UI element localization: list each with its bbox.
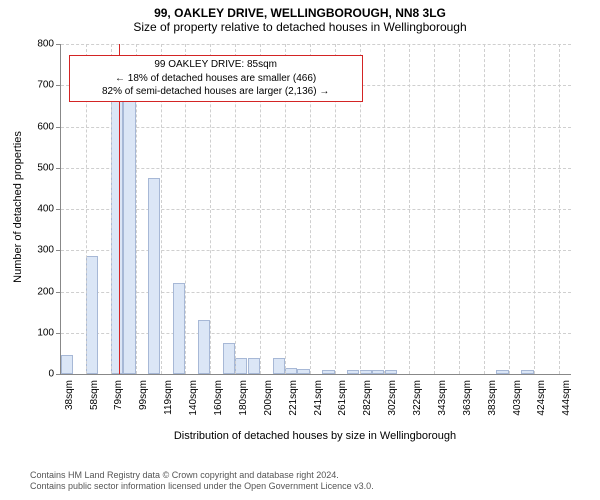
- plot-area: 99 OAKLEY DRIVE: 85sqm← 18% of detached …: [60, 44, 571, 375]
- ytick-mark: [56, 292, 61, 293]
- ytick-mark: [56, 85, 61, 86]
- gridline-horizontal: [61, 209, 571, 210]
- chart-subtitle: Size of property relative to detached ho…: [0, 20, 600, 34]
- ytick-mark: [56, 374, 61, 375]
- histogram-bar: [173, 283, 185, 374]
- xtick-label: 38sqm: [64, 380, 75, 410]
- xtick-label: 424sqm: [536, 380, 547, 416]
- gridline-horizontal: [61, 168, 571, 169]
- xtick-label: 241sqm: [313, 380, 324, 416]
- xtick-label: 363sqm: [462, 380, 473, 416]
- histogram-bar: [223, 343, 235, 374]
- histogram-bar: [61, 355, 73, 374]
- xtick-label: 221sqm: [288, 380, 299, 416]
- ytick-label: 200: [0, 286, 54, 297]
- histogram-bar: [235, 358, 247, 375]
- gridline-horizontal: [61, 292, 571, 293]
- footer-line-1: Contains HM Land Registry data © Crown c…: [30, 470, 600, 481]
- x-axis-label: Distribution of detached houses by size …: [60, 430, 570, 442]
- ytick-label: 300: [0, 245, 54, 256]
- ytick-label: 500: [0, 162, 54, 173]
- histogram-bar: [347, 370, 359, 374]
- annotation-line: 99 OAKLEY DRIVE: 85sqm: [76, 58, 356, 72]
- histogram-bar: [86, 256, 98, 374]
- histogram-bar: [372, 370, 384, 374]
- histogram-bar: [297, 369, 309, 374]
- annotation-line: 82% of semi-detached houses are larger (…: [76, 85, 356, 99]
- gridline-horizontal: [61, 44, 571, 45]
- ytick-mark: [56, 44, 61, 45]
- histogram-bar: [285, 368, 297, 374]
- histogram-bar: [248, 358, 260, 375]
- ytick-label: 100: [0, 327, 54, 338]
- xtick-label: 322sqm: [412, 380, 423, 416]
- ytick-label: 400: [0, 204, 54, 215]
- annotation-box: 99 OAKLEY DRIVE: 85sqm← 18% of detached …: [69, 55, 363, 102]
- gridline-vertical: [409, 44, 410, 374]
- gridline-horizontal: [61, 127, 571, 128]
- footer-attribution: Contains HM Land Registry data © Crown c…: [0, 470, 600, 492]
- ytick-label: 600: [0, 121, 54, 132]
- xtick-label: 383sqm: [487, 380, 498, 416]
- gridline-vertical: [559, 44, 560, 374]
- ytick-mark: [56, 250, 61, 251]
- histogram-bar: [360, 370, 372, 374]
- xtick-label: 119sqm: [163, 380, 174, 415]
- ytick-mark: [56, 127, 61, 128]
- gridline-vertical: [384, 44, 385, 374]
- footer-line-2: Contains public sector information licen…: [30, 481, 600, 492]
- gridline-vertical: [434, 44, 435, 374]
- xtick-label: 180sqm: [238, 380, 249, 416]
- gridline-vertical: [484, 44, 485, 374]
- histogram-bar: [148, 178, 160, 374]
- ytick-mark: [56, 209, 61, 210]
- xtick-label: 140sqm: [188, 380, 199, 416]
- ytick-label: 0: [0, 369, 54, 380]
- xtick-label: 99sqm: [138, 380, 149, 410]
- gridline-vertical: [459, 44, 460, 374]
- histogram-bar: [322, 370, 334, 374]
- ytick-label: 700: [0, 80, 54, 91]
- histogram-bar: [385, 370, 397, 374]
- histogram-bar: [123, 94, 135, 375]
- histogram-bar: [198, 320, 210, 374]
- xtick-label: 200sqm: [263, 380, 274, 416]
- ytick-mark: [56, 168, 61, 169]
- chart-container: 99, OAKLEY DRIVE, WELLINGBOROUGH, NN8 3L…: [0, 0, 600, 500]
- histogram-bar: [111, 85, 123, 374]
- annotation-line: ← 18% of detached houses are smaller (46…: [76, 72, 356, 86]
- xtick-label: 79sqm: [113, 380, 124, 410]
- gridline-horizontal: [61, 250, 571, 251]
- xtick-label: 343sqm: [437, 380, 448, 416]
- xtick-label: 58sqm: [89, 380, 100, 410]
- ytick-label: 800: [0, 39, 54, 50]
- chart-title: 99, OAKLEY DRIVE, WELLINGBOROUGH, NN8 3L…: [0, 0, 600, 20]
- xtick-label: 261sqm: [337, 380, 348, 416]
- xtick-label: 160sqm: [213, 380, 224, 416]
- gridline-vertical: [534, 44, 535, 374]
- xtick-label: 403sqm: [512, 380, 523, 416]
- xtick-label: 282sqm: [362, 380, 373, 416]
- xtick-label: 302sqm: [387, 380, 398, 416]
- ytick-mark: [56, 333, 61, 334]
- histogram-bar: [273, 358, 285, 375]
- xtick-label: 444sqm: [561, 380, 572, 416]
- gridline-vertical: [509, 44, 510, 374]
- histogram-bar: [496, 370, 508, 374]
- gridline-horizontal: [61, 333, 571, 334]
- histogram-bar: [521, 370, 533, 374]
